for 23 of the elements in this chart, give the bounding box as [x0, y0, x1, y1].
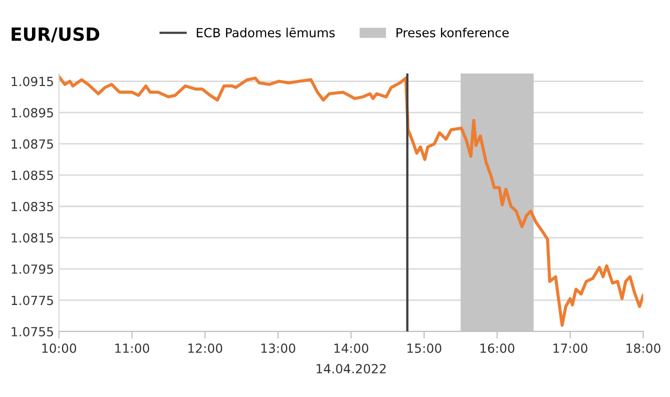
x-tick-label: 15:00 [407, 344, 442, 353]
legend-label: ECB Padomes lēmums [196, 28, 335, 38]
x-tick-label: 17:00 [554, 344, 588, 353]
x-tick-label: 16:00 [480, 344, 514, 353]
x-tick-label: 13:00 [261, 344, 296, 353]
y-tick-label: 1.0875 [12, 139, 54, 149]
legend-label: Preses konference [396, 28, 509, 38]
x-axis-title: 14.04.2022 [316, 364, 386, 374]
y-tick-label: 1.0795 [12, 264, 54, 274]
y-tick-label: 1.0835 [12, 202, 54, 212]
y-tick-label: 1.0755 [12, 326, 54, 336]
y-tick-label: 1.0915 [12, 76, 54, 86]
x-tick-label: 14:00 [334, 344, 368, 353]
line-series [58, 75, 644, 327]
y-tick-label: 1.0815 [12, 233, 54, 243]
y-tick-label: 1.0775 [12, 296, 54, 306]
x-tick-label: 12:00 [188, 344, 222, 353]
x-tick-label: 11:00 [115, 344, 150, 353]
y-tick-label: 1.0855 [12, 170, 54, 180]
x-tick-label: 18:00 [626, 344, 660, 353]
chart-title: EUR/USD [12, 27, 100, 42]
x-tick-label: 10:00 [42, 344, 76, 353]
y-tick-label: 1.0895 [12, 108, 54, 118]
